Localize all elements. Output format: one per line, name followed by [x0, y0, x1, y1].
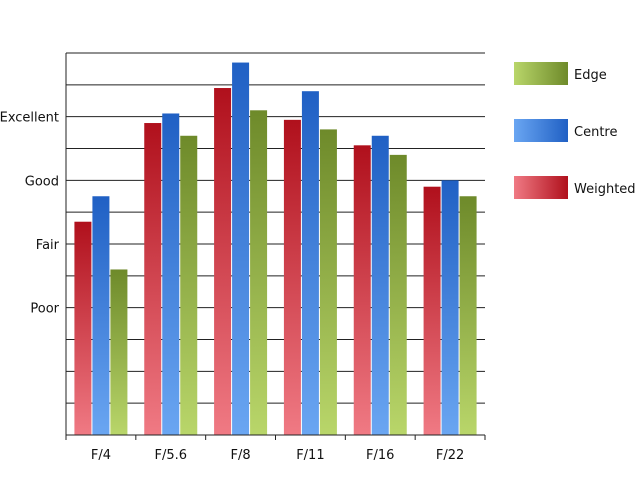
- x-tick-label-f-8: F/8: [231, 448, 251, 463]
- bar-edge-f-16: [389, 154, 407, 435]
- legend-swatch-weighted: [514, 176, 568, 199]
- x-tick-label-f-11: F/11: [296, 448, 324, 463]
- x-tick-label-f-22: F/22: [436, 448, 464, 463]
- bar-edge-f-5-6: [180, 135, 198, 435]
- y-tick-label-good: Good: [25, 174, 59, 189]
- bar-edge-f-11: [319, 129, 337, 435]
- gridlines: [66, 52, 485, 404]
- y-tick-label-fair: Fair: [36, 238, 60, 253]
- legend-swatch-edge: [514, 62, 568, 85]
- y-tick-label-poor: Poor: [30, 302, 59, 317]
- x-tick-label-f-5-6: F/5.6: [154, 448, 187, 463]
- bar-edge-f-22: [459, 196, 477, 435]
- bar-weighted-f-22: [423, 186, 441, 435]
- x-tick-label-f-16: F/16: [366, 448, 394, 463]
- bar-weighted-f-8: [214, 88, 232, 436]
- x-tick-label-f-4: F/4: [91, 448, 111, 463]
- bar-centre-f-4: [92, 196, 110, 435]
- legend-label-edge: Edge: [574, 68, 607, 83]
- bar-edge-f-8: [250, 110, 268, 436]
- legend: Edge Centre Weighted: [514, 62, 636, 199]
- axes: [65, 53, 486, 440]
- bar-centre-f-5-6: [162, 113, 180, 435]
- bar-centre-f-8: [232, 62, 250, 436]
- bar-edge-f-4: [110, 269, 128, 435]
- bar-weighted-f-16: [353, 145, 371, 436]
- tick-labels: Poor Fair Good Excellent F/4 F/5.6 F/8 F/11 F/16…: [0, 111, 464, 463]
- bar-centre-f-16: [371, 135, 389, 435]
- bar-centre-f-22: [441, 180, 459, 435]
- legend-label-centre: Centre: [574, 125, 617, 140]
- legend-swatch-centre: [514, 119, 568, 142]
- bar-weighted-f-4: [74, 221, 92, 435]
- bar-centre-f-11: [301, 91, 319, 435]
- bar-weighted-f-11: [283, 119, 301, 435]
- legend-label-weighted: Weighted: [574, 182, 636, 197]
- bars: [74, 62, 477, 436]
- y-tick-label-excellent: Excellent: [0, 111, 59, 126]
- bar-weighted-f-5-6: [144, 123, 162, 436]
